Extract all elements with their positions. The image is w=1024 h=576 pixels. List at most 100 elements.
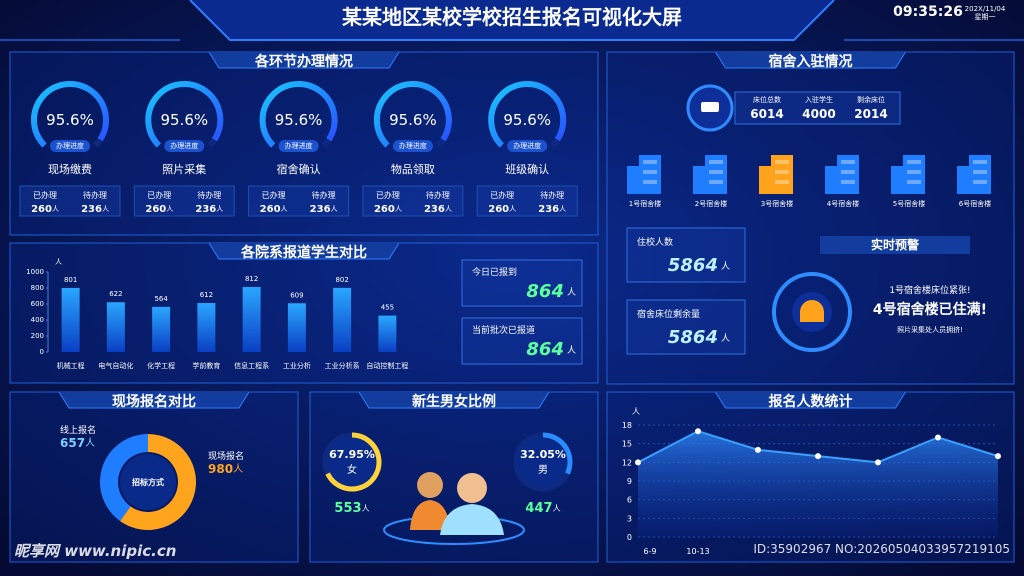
status-pill [507, 140, 548, 152]
value-label: 812 [245, 275, 258, 283]
stat-label-part: 入驻学生 [805, 95, 833, 104]
building-window [973, 180, 987, 184]
building-name-part: 3号宿舍楼 [761, 199, 793, 208]
pending-label: 待办理 [83, 190, 107, 200]
gauge-percent-part: 95.6% [503, 111, 551, 129]
dorm-icon [701, 102, 719, 112]
card-label-part: 当前批次已报道 [472, 324, 535, 336]
gauge-percent-part: 95.6% [389, 111, 437, 129]
x-tick-label-part: 电气自动化 [98, 361, 133, 370]
x-tick-label-part: 化学工程 [147, 361, 175, 370]
alert-title: 实时预警 [871, 237, 919, 252]
building-window [907, 180, 921, 184]
time-part: 09:35:26 [893, 4, 963, 20]
done-label: 已办理 [376, 190, 400, 200]
done-count-part: 260 [145, 204, 166, 215]
x-tick-label-part: 工业分析 [283, 361, 311, 370]
stat-value: 6014 [750, 107, 783, 121]
bar [287, 303, 306, 352]
done-label: 已办理 [490, 190, 514, 200]
slice-name-part: 线上报名 [60, 424, 96, 436]
item-name: 现场缴费 [48, 162, 92, 176]
point [635, 459, 641, 466]
value-label-part: 622 [109, 290, 122, 298]
building-window [775, 170, 789, 174]
date: 202X/11/04 [965, 5, 1006, 13]
value-label: 622 [109, 290, 122, 298]
ring-percent-part: 67.95% [329, 448, 375, 461]
done-count: 260人 [374, 204, 402, 215]
card-value-part: 人 [567, 287, 576, 298]
building-name: 2号宿舍楼 [695, 199, 727, 208]
panel-title-part: 报名人数统计 [769, 393, 853, 410]
done-label-part: 已办理 [490, 190, 514, 200]
slice-value-part: 657 [60, 436, 85, 450]
gauge-percent-part: 95.6% [46, 111, 94, 129]
dorm-card [626, 299, 746, 355]
status: 办理进度 [399, 141, 427, 150]
y-unit: 人 [632, 407, 640, 416]
building-window [709, 170, 723, 174]
y-unit-part: 人 [632, 407, 640, 416]
done-count: 260人 [31, 204, 59, 215]
gender-count: 447人 [525, 501, 560, 516]
donut-slice [120, 434, 197, 530]
done-count-part: 260 [374, 204, 395, 215]
status-part: 办理进度 [56, 141, 84, 150]
bar [197, 303, 216, 352]
building [759, 166, 773, 194]
alert-message-part: 1号宿舍楼床位紧张! [889, 284, 970, 296]
building-window [841, 180, 855, 184]
y-unit-part: 人 [55, 258, 62, 266]
building-name: 1号宿舍楼 [629, 199, 661, 208]
building [969, 155, 991, 194]
building-window [643, 160, 657, 164]
pending-label: 待办理 [312, 190, 336, 200]
card-value-part: 5864 [668, 255, 718, 276]
gender-count-part: 553 [334, 501, 361, 516]
panel-title-part: 新生男女比例 [412, 393, 496, 410]
slice-name: 线上报名 [60, 424, 96, 436]
building-name-part: 4号宿舍楼 [827, 199, 859, 208]
point [995, 453, 1001, 460]
building-window [973, 170, 987, 174]
slice-value: 980人 [208, 462, 243, 476]
done-count-part: 260 [488, 204, 509, 215]
watermark-id-part: ID:35902967 NO:20260504033957219105 [753, 542, 1010, 556]
donut-center [120, 454, 176, 510]
building [903, 155, 925, 194]
point [935, 434, 941, 441]
bar [106, 302, 125, 352]
area [638, 431, 998, 537]
value-label-part: 612 [200, 291, 213, 299]
bar [152, 306, 171, 352]
point [755, 446, 761, 453]
count-box [19, 185, 121, 217]
y-tick-label-part: 400 [31, 316, 44, 324]
panel-title-part: 各院系报道学生对比 [240, 244, 367, 261]
building [771, 155, 793, 194]
x-tick-label: 6-9 [643, 547, 656, 556]
card-value-part: 5864 [668, 327, 718, 348]
alert-ring [772, 272, 852, 352]
value-label: 564 [154, 295, 168, 303]
point [695, 428, 701, 435]
panel-title-part: 宿舍入驻情况 [769, 53, 853, 70]
value-label: 609 [290, 291, 303, 299]
card-label: 今日已报到 [472, 266, 517, 278]
person-body [440, 504, 504, 535]
gauge-arc [373, 81, 452, 148]
x-tick-label-part: 工业分析系 [325, 361, 360, 370]
done-count-part: 人 [281, 205, 288, 213]
item-name-part: 现场缴费 [48, 162, 92, 176]
gender-count-part: 447 [525, 501, 552, 516]
done-label-part: 已办理 [33, 190, 57, 200]
alert-message: 4号宿舍楼已住满! [873, 301, 987, 318]
time: 09:35:26 [893, 4, 963, 20]
done-count: 260人 [488, 204, 516, 215]
y-tick-label-part: 600 [31, 300, 44, 308]
card-label-part: 住校人数 [637, 236, 673, 248]
value-label-part: 812 [245, 275, 258, 283]
pending-count-part: 人 [216, 205, 223, 213]
